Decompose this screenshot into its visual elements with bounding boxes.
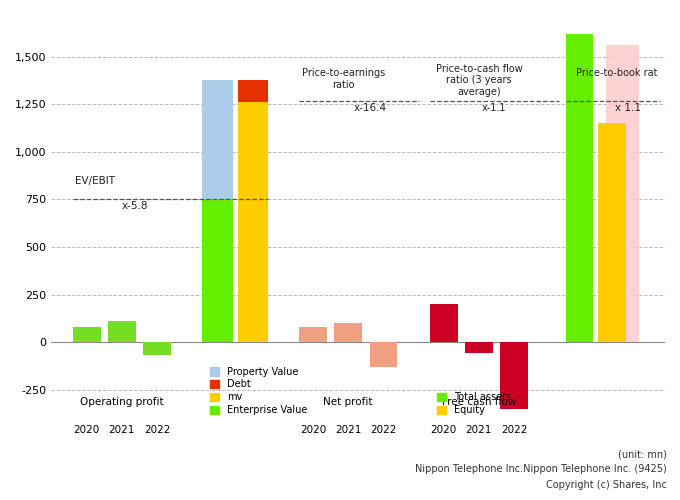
- Text: Price-to-earnings
ratio: Price-to-earnings ratio: [301, 68, 385, 90]
- Bar: [108, 321, 136, 342]
- Bar: [203, 80, 233, 342]
- Text: x 1.1: x 1.1: [615, 104, 641, 114]
- Bar: [465, 342, 493, 352]
- Bar: [335, 323, 362, 342]
- Text: Net profit: Net profit: [324, 398, 373, 407]
- Text: (unit: mn): (unit: mn): [617, 450, 666, 460]
- Bar: [73, 326, 101, 342]
- Bar: [598, 124, 626, 342]
- Bar: [237, 102, 268, 342]
- Legend: Total assets, Equity: Total assets, Equity: [437, 392, 511, 415]
- Bar: [143, 342, 171, 355]
- Text: Free cash flow: Free cash flow: [442, 398, 516, 407]
- Bar: [606, 46, 639, 342]
- Bar: [237, 80, 268, 102]
- Text: Price-to-cash flow
ratio (3 years
average): Price-to-cash flow ratio (3 years averag…: [436, 64, 522, 97]
- Text: Copyright (c) Shares, Inc: Copyright (c) Shares, Inc: [545, 480, 666, 490]
- Text: Nippon Telephone Inc.Nippon Telephone Inc. (9425): Nippon Telephone Inc.Nippon Telephone In…: [415, 464, 666, 474]
- Text: x-5.8: x-5.8: [122, 202, 148, 211]
- Text: EV/EBIT: EV/EBIT: [75, 176, 116, 186]
- Bar: [299, 326, 327, 342]
- Bar: [369, 342, 397, 367]
- Text: Price-to-book rat: Price-to-book rat: [577, 68, 658, 78]
- Bar: [500, 342, 528, 408]
- Text: x-16.4: x-16.4: [353, 104, 386, 114]
- Bar: [566, 34, 594, 342]
- Bar: [430, 304, 458, 342]
- Bar: [203, 200, 233, 342]
- Text: x-1.1: x-1.1: [481, 104, 506, 114]
- Text: Operating profit: Operating profit: [80, 398, 164, 407]
